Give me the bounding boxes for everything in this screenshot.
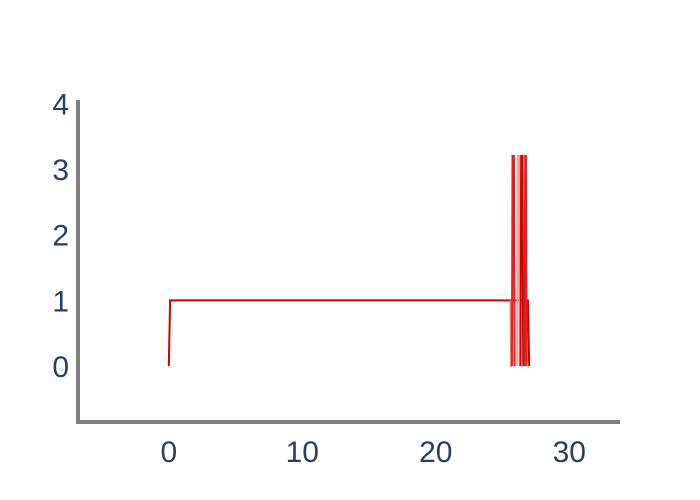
x-tick-label: 10 (286, 436, 319, 469)
y-tick-label: 3 (52, 154, 69, 187)
series-line-3 (510, 154, 516, 367)
y-tick-label: 4 (52, 88, 69, 121)
x-tick-label: 0 (160, 436, 177, 469)
series-layer (167, 154, 531, 368)
x-tick-label: 20 (419, 436, 452, 469)
series-line-5 (519, 154, 525, 367)
series-line-2 (509, 300, 513, 368)
y-tick-labels: 0 1 2 3 4 (52, 88, 69, 384)
series-line-1 (167, 299, 531, 367)
y-tick-label: 0 (52, 351, 69, 384)
x-tick-label: 30 (553, 436, 586, 469)
x-tick-labels: 0 10 20 30 (160, 436, 586, 469)
y-tick-label: 2 (52, 220, 69, 253)
series-line-6 (523, 154, 528, 367)
series-line-4 (516, 154, 521, 367)
y-tick-label: 1 (52, 285, 69, 318)
